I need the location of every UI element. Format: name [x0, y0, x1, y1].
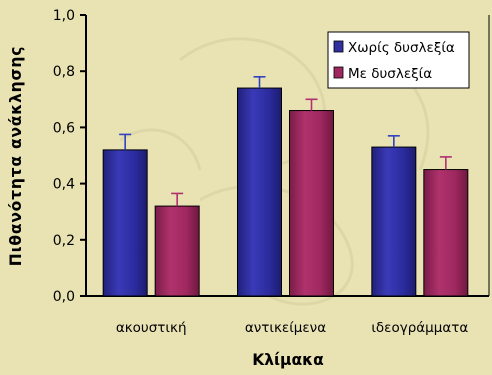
x-tick-labels: ακουστική αντικείμενα ιδεογράμματα [116, 320, 469, 336]
legend-label-0: Χωρίς δυσλεξία [348, 40, 455, 56]
x-axis-title: Κλίμακα [252, 351, 324, 369]
legend: Χωρίς δυσλεξία Με δυσλεξία [327, 31, 470, 89]
bar-with-dyslexia [289, 110, 334, 297]
x-tick-label: ιδεογράμματα [371, 320, 468, 336]
legend-swatch-1 [333, 66, 344, 79]
bar-with-dyslexia [154, 205, 200, 297]
bar-without-dyslexia [102, 149, 148, 297]
y-tick-label: 0,2 [53, 233, 75, 249]
y-ticks: 0,0 0,2 0,4 0,6 0,8 1,0 [53, 8, 86, 305]
y-axis-title: Πιθανότητα ανάκλησης [7, 46, 25, 266]
y-tick-label: 0,8 [53, 64, 75, 80]
legend-label-1: Με δυσλεξία [348, 66, 432, 82]
bar-without-dyslexia [237, 87, 282, 297]
bar-without-dyslexia [371, 146, 417, 297]
bar-with-dyslexia [423, 169, 469, 297]
x-tick-label: αντικείμενα [245, 320, 326, 336]
y-tick-label: 0,4 [53, 177, 75, 193]
y-tick-label: 0,6 [53, 120, 75, 136]
legend-swatch-0 [333, 40, 344, 53]
bars [102, 76, 469, 297]
legend-box [327, 31, 470, 89]
y-tick-label: 1,0 [53, 8, 75, 24]
x-tick-label: ακουστική [116, 320, 187, 336]
y-tick-label: 0,0 [53, 289, 75, 305]
